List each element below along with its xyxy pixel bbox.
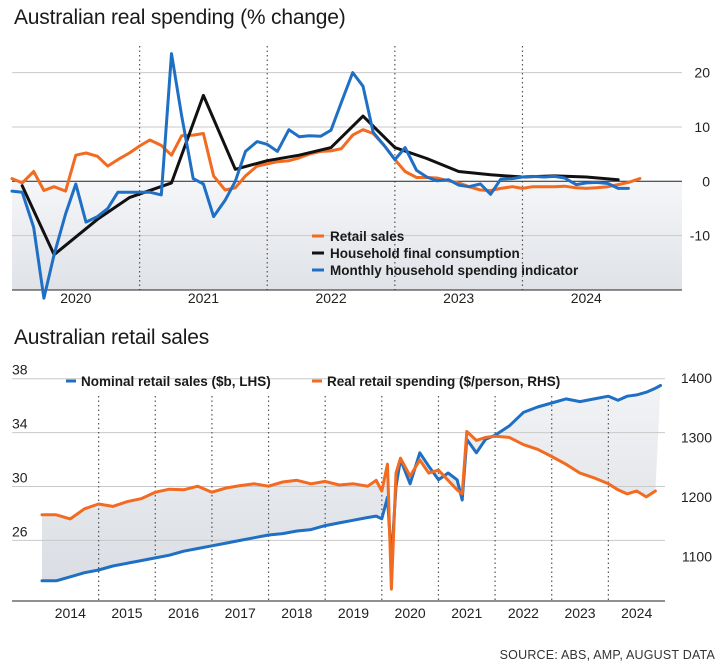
y-left-tick-label: 30 bbox=[12, 470, 28, 486]
x-tick-label: 2018 bbox=[281, 605, 312, 621]
x-tick-label: 2023 bbox=[564, 605, 595, 621]
x-tick-label: 2022 bbox=[315, 290, 346, 306]
y-right-tick-label: 1300 bbox=[681, 429, 712, 445]
legend-label: Real retail spending ($/person, RHS) bbox=[327, 374, 560, 389]
x-tick-label: 2020 bbox=[395, 605, 426, 621]
x-tick-label: 2016 bbox=[168, 605, 199, 621]
x-tick-label: 2024 bbox=[571, 290, 602, 306]
x-tick-label: 2015 bbox=[111, 605, 142, 621]
series-line-real-retail-spending-person-rhs bbox=[40, 430, 657, 591]
legend-label: Monthly household spending indicator bbox=[330, 263, 579, 278]
x-tick-label: 2019 bbox=[338, 605, 369, 621]
x-tick-label: 2020 bbox=[60, 290, 91, 306]
x-tick-label: 2021 bbox=[188, 290, 219, 306]
y-right-tick-label: 1400 bbox=[681, 370, 712, 386]
x-tick-label: 2022 bbox=[508, 605, 539, 621]
y-tick-label: -10 bbox=[690, 228, 710, 244]
x-tick-label: 2017 bbox=[225, 605, 256, 621]
series-line-monthly-household-spending-indicator bbox=[10, 52, 630, 300]
y-tick-label: 0 bbox=[702, 173, 710, 189]
gap-area bbox=[42, 385, 661, 590]
y-left-tick-label: 38 bbox=[12, 362, 28, 378]
x-tick-label: 2024 bbox=[621, 605, 652, 621]
legend-label: Nominal retail sales ($b, LHS) bbox=[81, 374, 271, 389]
y-tick-label: 10 bbox=[694, 119, 710, 135]
x-tick-label: 2023 bbox=[443, 290, 474, 306]
y-tick-label: 20 bbox=[694, 65, 710, 81]
x-tick-label: 2021 bbox=[451, 605, 482, 621]
series-line-retail-sales bbox=[10, 128, 642, 193]
y-right-tick-label: 1100 bbox=[682, 548, 712, 564]
y-left-tick-label: 26 bbox=[12, 523, 28, 539]
x-tick-label: 2014 bbox=[55, 605, 86, 621]
chart2-title: Australian retail sales bbox=[14, 326, 209, 349]
legend-label: Retail sales bbox=[330, 229, 404, 244]
y-right-tick-label: 1200 bbox=[681, 489, 712, 505]
y-left-tick-label: 34 bbox=[12, 416, 28, 432]
source-note: SOURCE: ABS, AMP, AUGUST DATA bbox=[499, 648, 715, 662]
chart-real-spending: 20 10 0 -10 2020 2021 2022 2023 2024 Retail sales… bbox=[10, 46, 710, 306]
chart1-title: Australian real spending (% change) bbox=[14, 6, 346, 29]
legend-label: Household final consumption bbox=[330, 246, 520, 261]
